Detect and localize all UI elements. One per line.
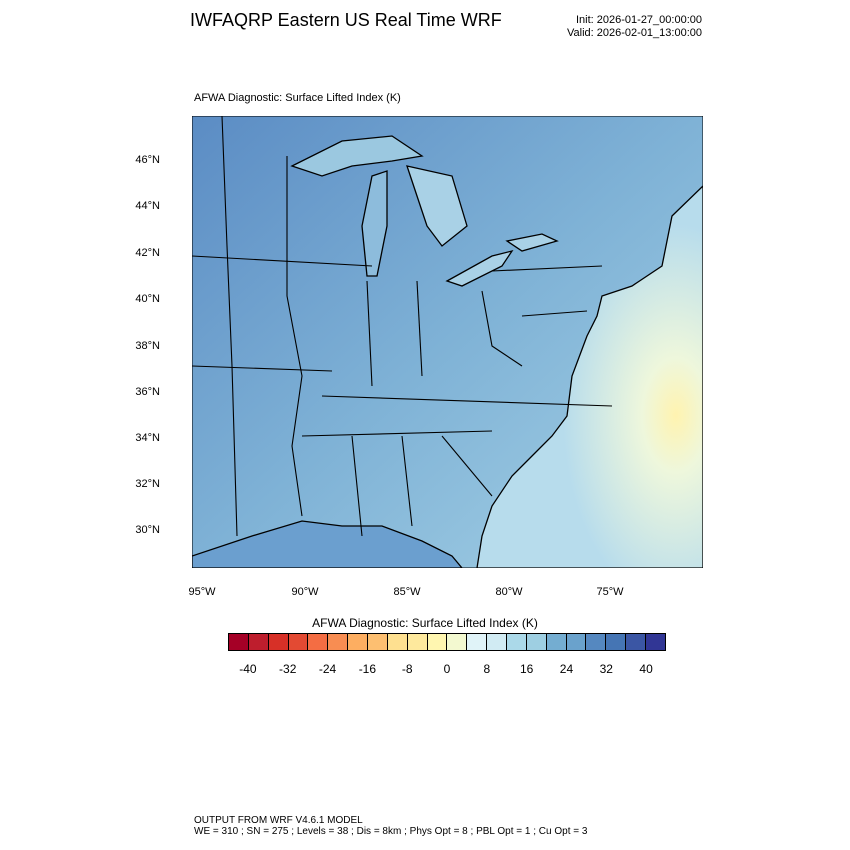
time-info: Init: 2026-01-27_00:00:00 Valid: 2026-02… [567, 14, 702, 40]
colorbar-box [526, 634, 547, 650]
colorbar-box [507, 634, 527, 650]
colorbar-box [308, 634, 329, 650]
colorbar-tick-label: -40 [239, 662, 257, 676]
state-boundaries [192, 116, 613, 537]
colorbar-tick-label: 0 [443, 662, 451, 676]
colorbar [228, 633, 666, 651]
colorbar-tick-label: 16 [519, 662, 534, 676]
lake-erie [445, 249, 514, 287]
lat-label: 36°N [135, 386, 160, 398]
colorbar-tick-label: -8 [401, 662, 413, 676]
colorbar-title: AFWA Diagnostic: Surface Lifted Index (K… [312, 616, 538, 630]
colorbar-box [566, 634, 587, 650]
colorbar-box [427, 634, 448, 650]
lat-label: 38°N [135, 340, 160, 352]
colorbar-box [248, 634, 269, 650]
plot-title: IWFAQRP Eastern US Real Time WRF [190, 10, 502, 30]
colorbar-tick-label: -32 [279, 662, 297, 676]
colorbar-box [487, 634, 508, 650]
colorbar-tick-label: -24 [318, 662, 337, 676]
lake-superior [290, 135, 424, 177]
lake-huron [406, 165, 468, 247]
model-info: OUTPUT FROM WRF V4.6.1 MODEL WE = 310 ; … [194, 815, 587, 837]
colorbar-tick-label: 8 [483, 662, 491, 676]
colorbar-box [586, 634, 607, 650]
lat-label: 44°N [135, 200, 160, 212]
ocean [476, 185, 703, 568]
colorbar-box [467, 634, 488, 650]
valid-time: Valid: 2026-02-01_13:00:00 [567, 27, 702, 39]
lat-label: 32°N [135, 478, 160, 490]
colorbar-box [229, 634, 249, 650]
colorbar-tick-label: 24 [559, 662, 574, 676]
colorbar-tick-label: 40 [639, 662, 653, 676]
colorbar-box [447, 634, 468, 650]
colorbar-tick-label: 32 [599, 662, 613, 676]
colorbar-box [268, 634, 289, 650]
lon-label: 85°W [393, 586, 421, 598]
colorbar-box [606, 634, 627, 650]
lon-label: 90°W [291, 586, 319, 598]
lon-label: 95°W [188, 586, 216, 598]
colorbar-box [646, 634, 665, 650]
lake-ontario [505, 233, 559, 252]
lat-label: 46°N [135, 154, 160, 166]
map-panel [192, 116, 703, 568]
field-subtitle: AFWA Diagnostic: Surface Lifted Index (K… [194, 92, 401, 104]
lat-label: 40°N [135, 293, 160, 305]
colorbar-box [348, 634, 369, 650]
lat-label: 42°N [135, 247, 160, 259]
model-version: OUTPUT FROM WRF V4.6.1 MODEL [194, 815, 363, 826]
colorbar-box [546, 634, 567, 650]
colorbar-tick-label: -16 [358, 662, 377, 676]
colorbar-box [328, 634, 349, 650]
init-time: Init: 2026-01-27_00:00:00 [576, 14, 702, 26]
lon-label: 75°W [596, 586, 624, 598]
lon-label: 80°W [495, 586, 523, 598]
colorbar-box [368, 634, 388, 650]
lake-michigan [361, 170, 388, 277]
colorbar-box [288, 634, 309, 650]
colorbar-box [626, 634, 647, 650]
gulf-of-mexico [192, 520, 463, 568]
lat-label: 30°N [135, 524, 160, 536]
lat-label: 34°N [135, 432, 160, 444]
colorbar-box [387, 634, 408, 650]
model-config: WE = 310 ; SN = 275 ; Levels = 38 ; Dis … [194, 826, 588, 837]
colorbar-box [407, 634, 428, 650]
